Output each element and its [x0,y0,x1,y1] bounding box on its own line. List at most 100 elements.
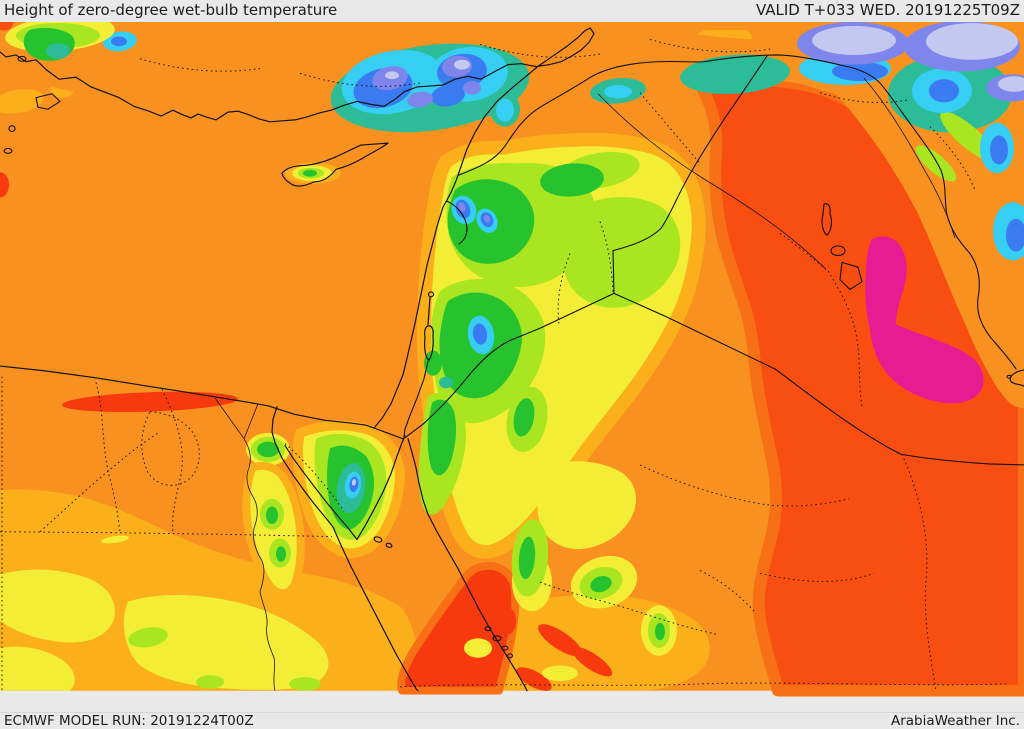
turkey-zagros-cold-band-shape [915,145,957,182]
islands-and-lakes-shape [385,542,393,548]
model-run-label: ECMWF MODEL RUN: 20191224T00Z [4,713,254,729]
egypt-south-patches-shape [0,569,115,643]
turkey-zagros-cold-band-shape [990,135,1008,165]
turkey-zagros-cold-band-shape [463,81,481,95]
egypt-south-patches-shape [289,677,321,691]
turkey-zagros-cold-band-shape [929,79,959,103]
red-region-east-shape [571,646,613,677]
red-region-east-shape [516,667,552,691]
islands-and-lakes-shape [8,125,16,133]
international-borders-shape [612,55,768,252]
islands-and-lakes-shape [830,245,846,257]
admin-borders-dotted-shape [539,570,756,635]
coastlines-shape [0,27,595,429]
levant-green-zone-shape [439,376,453,389]
aegean-corner-patches [5,22,115,61]
admin-borders-dotted-shape [557,221,614,325]
international-borders-shape [774,368,1024,466]
international-borders-shape [446,200,468,245]
coastlines-shape [1009,369,1024,387]
egypt-south-patches-shape [128,627,168,648]
map-container [0,22,1024,712]
islands-and-lakes-shape [3,147,13,154]
turkey-zagros-cold-band-shape [998,76,1024,92]
hejaz-patches-shape [537,461,636,550]
international-borders-shape [458,54,1017,370]
coastlines-shape [427,296,431,325]
egypt-south-patches-shape [0,646,75,691]
attribution-label: ArabiaWeather Inc. [890,713,1020,729]
islands-and-lakes-shape [35,93,61,110]
cyprus-contour-spot-shape [303,169,317,177]
egypt-south-patches [0,535,578,691]
sinai-zone [242,420,405,598]
admin-borders-dotted-shape [639,464,875,582]
admin-borders-dotted-shape [161,389,183,532]
rivers-shape [214,397,259,439]
turkey-zagros-cold-band-shape [1006,218,1024,252]
sinai-zone-shape [276,546,286,562]
egypt-south-patches-shape [542,665,578,681]
coastlines-shape [284,435,406,541]
valid-time-label: VALID T+033 WED. 20191225T09Z [755,1,1020,19]
contour-warm-patches-shape [0,89,44,114]
admin-borders-dotted [0,38,1009,691]
turkey-zagros-cold-band-shape [496,98,514,122]
turkey-zagros-cold-band-shape [111,36,127,47]
turkey-zagros-cold-band-shape [604,84,632,99]
weather-map [0,22,1024,697]
islands-and-lakes-shape [1006,374,1012,379]
coastlines-shape [281,142,389,187]
hejaz-patches [506,386,677,656]
hejaz-patches-shape [655,622,665,641]
rivers-shape [597,93,827,270]
levant-green-zone-shape [427,399,457,476]
admin-borders-dotted-shape [39,431,161,533]
coastlines-shape [424,325,434,361]
admin-borders-dotted-shape [901,454,937,691]
islands-and-lakes-shape [17,55,27,62]
levant-green-zone-shape [562,196,681,308]
rivers-shape [243,438,276,691]
islands-and-lakes-shape [484,626,492,632]
international-borders-shape [403,360,429,438]
header-bar: Height of zero-degree wet-bulb temperatu… [0,0,1024,22]
international-borders-shape [612,250,776,370]
islands-and-lakes-shape [373,536,383,543]
islands-and-lakes-shape [821,203,832,236]
turkey-zagros-cold-band-shape [407,91,433,108]
contour-warm-patches-shape [0,172,9,198]
islands-and-lakes-shape [492,635,502,642]
turkey-zagros-cold-band-shape [431,84,465,107]
levant-green-zone-shape [472,323,488,345]
sinai-zone-shape [351,478,357,486]
coastlines [0,27,1024,692]
levant-green-zone-shape [540,163,604,197]
turkey-zagros-cold-band-shape [812,25,896,55]
coastlines-shape [407,438,528,692]
egypt-south-patches-shape [464,638,492,658]
coastlines-shape [271,406,419,692]
sinai-zone-shape [257,441,279,458]
coastlines-shape [427,291,435,298]
islands-and-lakes [3,55,1012,659]
levant-green-zone-shape [424,350,442,376]
egypt-south-patches-shape [101,535,129,544]
contour-warm-patches-shape [0,22,14,31]
admin-borders-dotted-shape [0,531,333,538]
islands-and-lakes-shape [839,261,863,291]
turkey-zagros-cold-band-shape [680,54,790,95]
egypt-south-patches-shape [123,594,329,690]
international-borders [373,54,1024,466]
red-region-east-shape [500,607,516,635]
hejaz-patches-shape [513,398,535,437]
islands-and-lakes-shape [501,645,509,651]
red-region-east-shape [538,624,582,657]
egypt-south-patches-shape [196,675,224,689]
admin-borders-dotted-shape [284,443,345,512]
islands-and-lakes-shape [506,653,514,659]
contour-warm-patches-shape [62,391,238,413]
aegean-corner-patches-shape [46,43,70,59]
magenta-anomaly-region [865,236,984,404]
